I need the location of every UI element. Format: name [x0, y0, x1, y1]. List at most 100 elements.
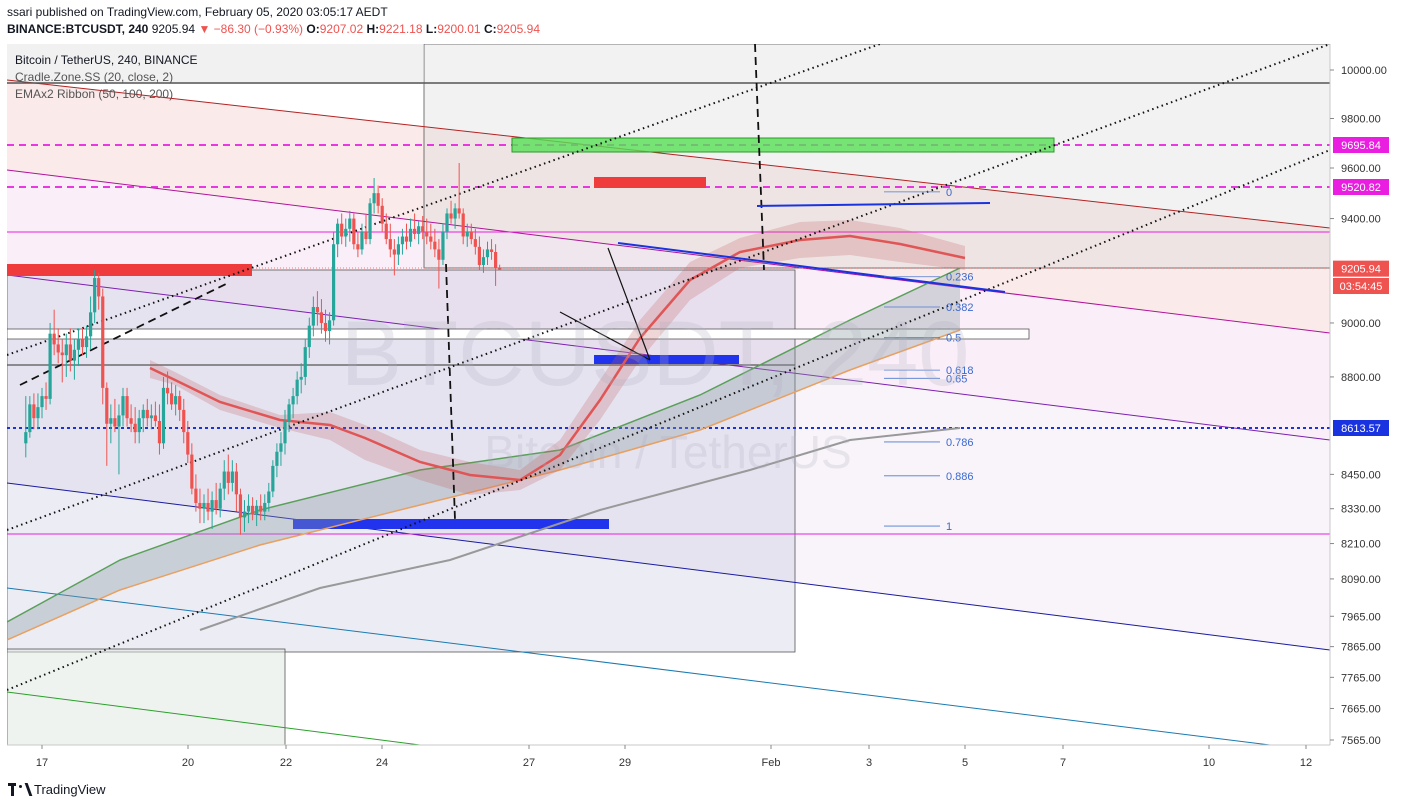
candle-body: [202, 502, 206, 509]
candle-body: [425, 231, 429, 237]
price-tick-label: 9400.00: [1341, 214, 1381, 226]
ema-extra-line: [199, 427, 961, 631]
low-label: L:: [425, 22, 438, 36]
candle-body: [461, 213, 465, 237]
range-box-bottom: [7, 648, 286, 745]
candle-body: [165, 387, 170, 394]
candle-body: [275, 451, 279, 466]
candle-body: [396, 244, 400, 255]
time-tick-label: 3: [866, 757, 872, 769]
candle-body: [323, 322, 328, 331]
fib-level-label: 0: [946, 187, 952, 199]
candle-body: [315, 307, 319, 313]
candle-body: [238, 494, 243, 518]
price-tick-label: 8800.00: [1341, 372, 1381, 384]
price-tick-label: 7865.00: [1341, 642, 1381, 654]
candle-body: [413, 228, 417, 234]
fib-level-label: 1: [946, 521, 952, 533]
candle-body: [498, 268, 502, 270]
price-tick-label: 8090.00: [1341, 574, 1381, 586]
candle-body: [348, 218, 352, 229]
close-value: 9205.94: [496, 22, 540, 36]
time-tick-label: 20: [182, 757, 194, 769]
candle-body: [214, 500, 218, 509]
candle-body: [32, 404, 36, 419]
time-tick-label: 22: [280, 757, 292, 769]
fib-level-label: 0.5: [946, 333, 961, 345]
price-label-box: [1333, 420, 1389, 436]
dashed-vertical-1: [445, 263, 456, 521]
fib-level-label: 0.618: [946, 365, 974, 377]
candle-body: [28, 404, 32, 433]
price-tick-label: 7565.00: [1341, 735, 1381, 747]
candle-body: [469, 231, 473, 240]
candle-body: [125, 396, 129, 419]
candle-body: [364, 231, 368, 240]
candle-body: [141, 409, 145, 419]
channel-line-magenta: [7, 169, 1330, 334]
fib-level-label: 0.236: [946, 272, 974, 284]
candle-body: [307, 325, 311, 348]
zone-green-resistance: [511, 137, 1055, 153]
candle-body: [263, 502, 267, 512]
price-tick-label: 7765.00: [1341, 672, 1381, 684]
candle-body: [80, 339, 85, 348]
candle-body: [52, 333, 56, 345]
candle-body: [105, 387, 109, 424]
candle-body: [109, 418, 113, 424]
candle-body: [121, 396, 125, 416]
candle-body: [194, 488, 198, 503]
legend-indicator-cradle[interactable]: Cradle.Zone.SS (20, close, 2): [15, 70, 174, 84]
legend-indicator-ema-ribbon[interactable]: EMAx2 Ribbon (50, 100, 200): [15, 87, 174, 101]
chart-header: ssari published on TradingView.com, Febr…: [7, 4, 540, 38]
candle-body: [24, 432, 28, 444]
channel-line-green: [7, 691, 421, 745]
candle-body: [56, 344, 60, 353]
fib-level-label: 0.382: [946, 302, 974, 314]
candle-body: [113, 418, 117, 427]
candle-body: [259, 505, 263, 512]
candle-body: [372, 193, 376, 204]
candle-body: [408, 228, 413, 242]
candle-body: [137, 418, 141, 433]
candle-body: [283, 420, 287, 444]
blue-trendline-mid: [617, 242, 1006, 293]
price-tick-label: 7665.00: [1341, 703, 1381, 715]
candle-body: [267, 491, 271, 503]
price-tick-label: 10000.00: [1341, 65, 1387, 77]
price-label-text: 9695.84: [1341, 140, 1381, 152]
candle-body: [44, 396, 48, 399]
quote-line: BINANCE:BTCUSDT, 240 9205.94 ▼ −86.30 (−…: [7, 21, 540, 38]
candle-body: [327, 320, 332, 331]
candle-body: [481, 257, 486, 265]
candle-body: [441, 231, 445, 260]
zone-white: [7, 328, 1030, 340]
candle-body: [242, 511, 247, 518]
zone-red-small: [594, 177, 706, 188]
candle-body: [206, 502, 210, 512]
ema-100-line: [7, 267, 961, 623]
arrow-line-b: [559, 311, 651, 361]
zone-blue-low: [293, 519, 609, 529]
price-tick-label: 7965.00: [1341, 611, 1381, 623]
candle-body: [489, 249, 494, 252]
candle-body: [465, 231, 469, 237]
candle-body: [222, 471, 226, 489]
candle-body: [210, 500, 214, 512]
fib-level-label: 0.65: [946, 373, 967, 385]
legend-main-series[interactable]: Bitcoin / TetherUS, 240, BINANCE: [15, 53, 198, 67]
publish-line: ssari published on TradingView.com, Febr…: [7, 5, 388, 19]
price-label-text: 8613.57: [1341, 423, 1381, 435]
time-tick-label: 27: [523, 757, 535, 769]
candle-body: [36, 407, 40, 419]
candle-body: [60, 352, 64, 356]
candle-body: [473, 239, 477, 247]
dotted-trendline-3: [7, 149, 1330, 691]
candle-body: [340, 223, 344, 237]
time-tick-label: 12: [1300, 757, 1312, 769]
candle-body: [319, 312, 324, 323]
channel-line-red: [7, 79, 1330, 229]
candle-body: [291, 396, 295, 405]
candle-body: [190, 454, 194, 489]
